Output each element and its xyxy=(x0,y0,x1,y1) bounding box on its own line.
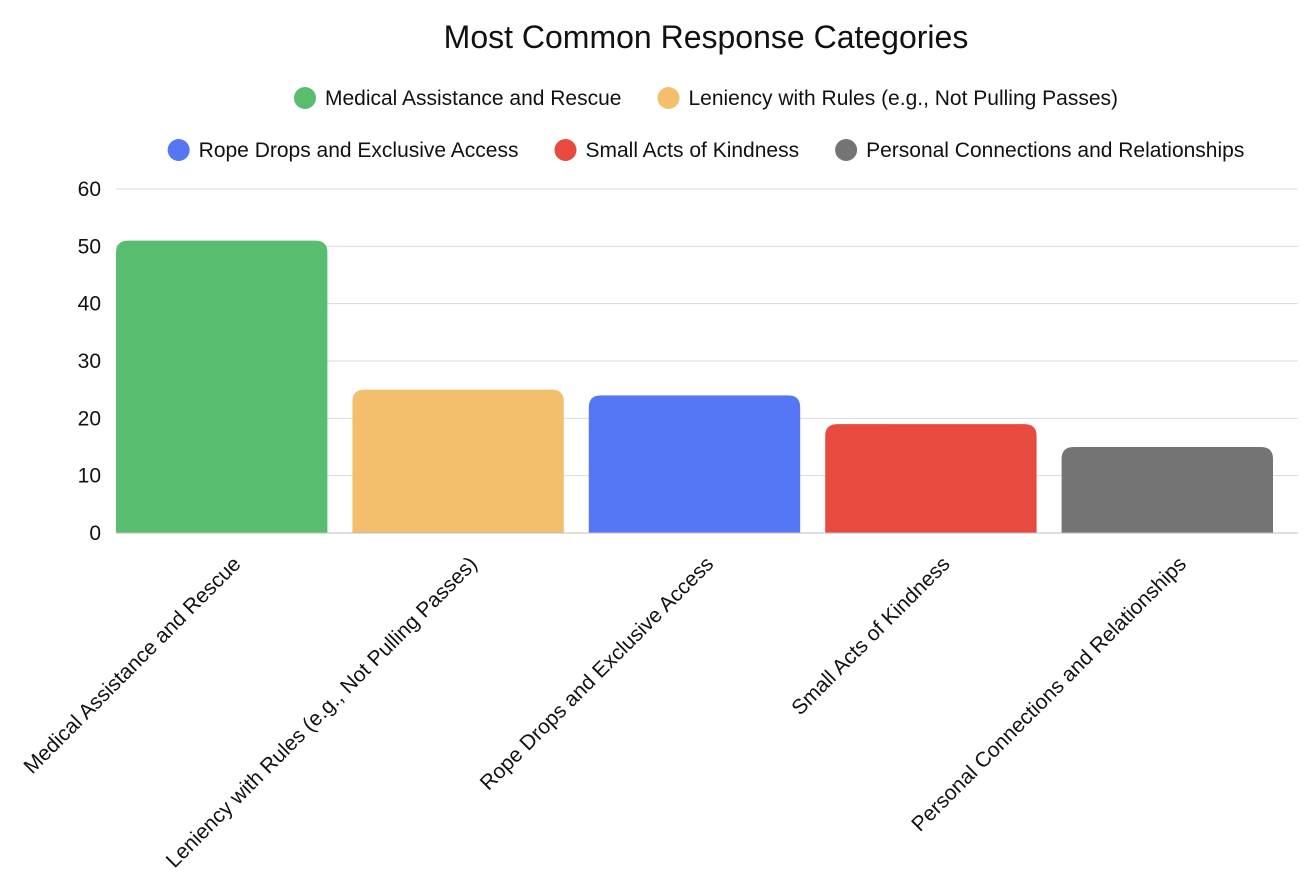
legend-label: Small Acts of Kindness xyxy=(585,139,799,162)
x-tick-label: Small Acts of Kindness xyxy=(787,552,954,719)
bars xyxy=(116,240,1273,533)
legend-swatch xyxy=(835,139,858,161)
legend-label: Leniency with Rules (e.g., Not Pulling P… xyxy=(688,87,1118,110)
bar-1 xyxy=(116,240,328,533)
bar-4 xyxy=(825,424,1037,533)
bar-5 xyxy=(1061,447,1273,533)
legend-swatch xyxy=(554,139,577,161)
legend-label: Personal Connections and Relationships xyxy=(866,139,1244,162)
y-tick-label: 10 xyxy=(78,465,101,488)
y-tick-label: 0 xyxy=(89,522,101,545)
legend-item-5: Personal Connections and Relationships xyxy=(835,139,1244,162)
legend-swatch xyxy=(293,87,316,109)
chart-title: Most Common Response Categories xyxy=(444,19,969,55)
legend-item-4: Small Acts of Kindness xyxy=(554,139,799,162)
y-tick-label: 50 xyxy=(78,235,101,258)
y-tick-label: 40 xyxy=(78,293,101,316)
bar-2 xyxy=(352,389,564,533)
legend-swatch xyxy=(657,87,680,109)
x-tick-label: Personal Connections and Relationships xyxy=(907,552,1191,836)
legend-label: Medical Assistance and Rescue xyxy=(325,87,622,110)
legend-swatch xyxy=(167,139,190,161)
y-tick-label: 60 xyxy=(78,178,101,201)
bar-3 xyxy=(588,395,801,533)
legend: Medical Assistance and Rescue Leniency wi… xyxy=(167,87,1244,162)
legend-item-1: Medical Assistance and Rescue xyxy=(293,87,622,110)
x-tick-label: Rope Drops and Exclusive Access xyxy=(476,552,718,794)
y-tick-label: 30 xyxy=(78,350,101,373)
x-tick-label: Medical Assistance and Rescue xyxy=(20,552,246,778)
legend-item-3: Rope Drops and Exclusive Access xyxy=(167,139,519,162)
legend-label: Rope Drops and Exclusive Access xyxy=(199,139,519,162)
legend-item-2: Leniency with Rules (e.g., Not Pulling P… xyxy=(657,87,1118,110)
y-axis-ticks: 0 10 20 30 40 50 60 xyxy=(78,178,101,545)
y-tick-label: 20 xyxy=(78,407,101,430)
